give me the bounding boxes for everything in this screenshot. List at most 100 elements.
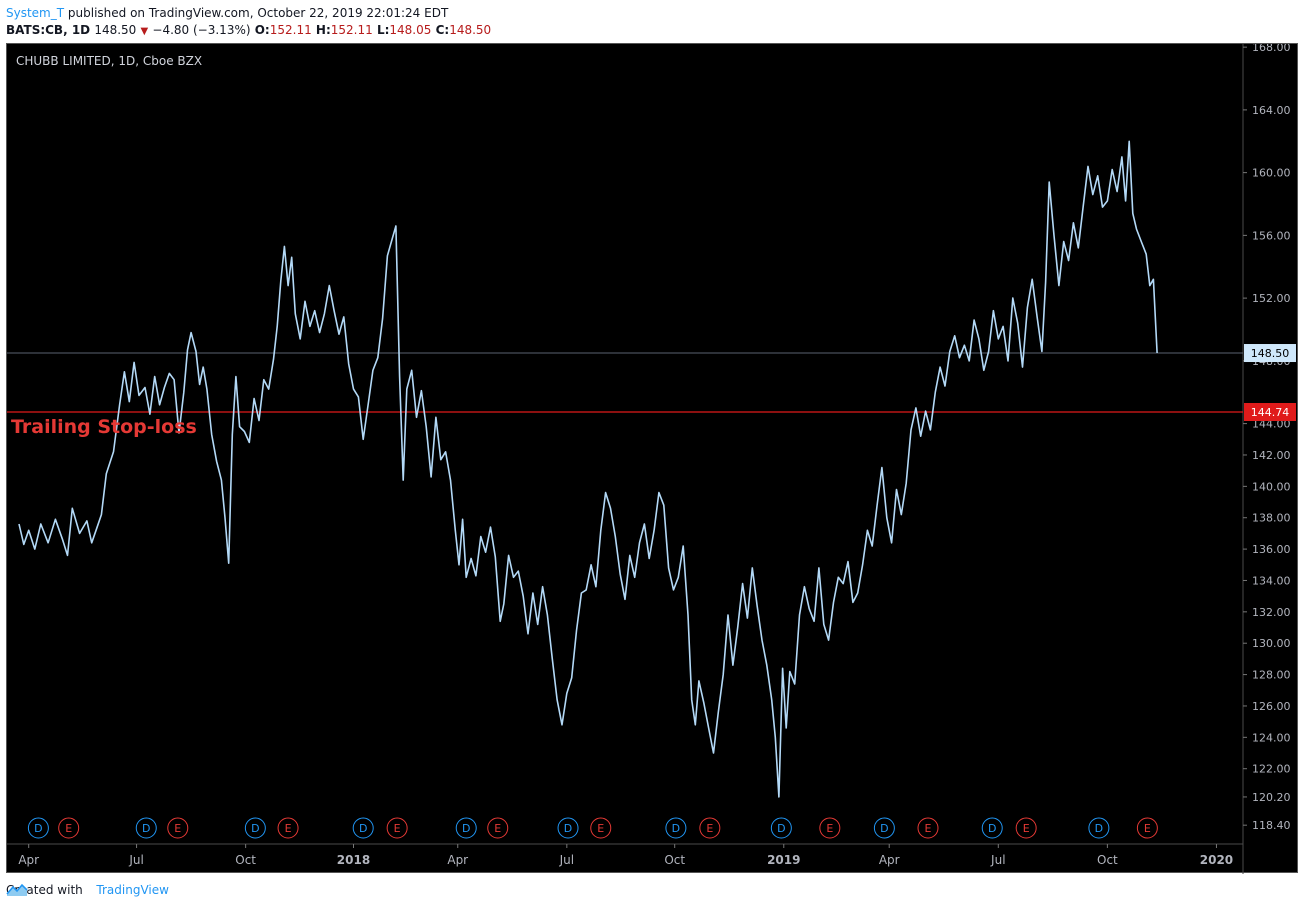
close-value: 148.50: [449, 23, 492, 37]
y-tick-label: 164.00: [1252, 104, 1291, 117]
publish-info: published on TradingView.com, October 22…: [67, 6, 449, 20]
dividend-marker: [244, 817, 266, 839]
earnings-marker: [167, 817, 189, 839]
x-tick-label: 2019: [767, 853, 800, 867]
symbol-label: BATS:CB, 1D: [6, 23, 91, 37]
y-tick-label: 120.20: [1252, 791, 1291, 804]
y-tick-label: 130.00: [1252, 637, 1291, 650]
earnings-marker-label: E: [394, 822, 401, 835]
dividend-marker: [27, 817, 49, 839]
x-tick-label: Oct: [1097, 853, 1118, 867]
x-tick-label: Oct: [664, 853, 685, 867]
chart-panel[interactable]: CHUBB LIMITED, 1D, Cboe BZX 118.40 120.20 1…: [6, 43, 1299, 874]
y-tick-label: 136.00: [1252, 543, 1291, 556]
publish-line: System_T published on TradingView.com, O…: [6, 5, 491, 22]
close-label: C:: [435, 23, 450, 37]
y-tick-label: 140.00: [1252, 480, 1291, 493]
y-tick-label: 128.00: [1252, 669, 1291, 682]
earnings-marker: [917, 817, 939, 839]
y-tick-label: 168.00: [1252, 44, 1291, 54]
earnings-marker: [819, 817, 841, 839]
chart-title: CHUBB LIMITED, 1D, Cboe BZX: [16, 54, 202, 68]
earnings-marker-label: E: [65, 822, 72, 835]
dividend-marker: [352, 817, 374, 839]
earnings-marker: [1136, 817, 1158, 839]
dividend-marker-label: D: [34, 822, 42, 835]
earnings-marker: [58, 817, 80, 839]
y-tick-label: 132.00: [1252, 606, 1291, 619]
earnings-marker-label: E: [826, 822, 833, 835]
dividend-marker: [873, 817, 895, 839]
open-label: O:: [254, 23, 270, 37]
earnings-marker: [277, 817, 299, 839]
dividend-marker-label: D: [672, 822, 680, 835]
dividend-marker: [135, 817, 157, 839]
earnings-marker-label: E: [494, 822, 501, 835]
ohlc-line: BATS:CB, 1D 148.50 ▼ −4.80 (−3.13%) O:15…: [6, 22, 491, 40]
dividend-marker-label: D: [777, 822, 785, 835]
price-series-line: [18, 140, 1158, 798]
dividend-marker-label: D: [564, 822, 572, 835]
price-chart[interactable]: CHUBB LIMITED, 1D, Cboe BZX 118.40 120.20 1…: [7, 44, 1299, 874]
last-price: 148.50: [94, 23, 137, 37]
earnings-marker: [386, 817, 408, 839]
down-arrow-icon: ▼: [140, 26, 149, 37]
earnings-marker-label: E: [174, 822, 181, 835]
dividend-marker-label: D: [1095, 822, 1103, 835]
stop-loss-badge: [1244, 403, 1296, 421]
low-value: 148.05: [389, 23, 432, 37]
footer: Created with TradingView: [6, 883, 169, 897]
dividend-marker: [557, 817, 579, 839]
y-tick-label: 152.00: [1252, 292, 1291, 305]
x-tick-label: Jul: [559, 853, 574, 867]
earnings-marker-label: E: [1144, 822, 1151, 835]
x-tick-label: Jul: [990, 853, 1005, 867]
y-tick-label: 118.40: [1252, 819, 1291, 832]
x-tick-label: 2018: [337, 853, 370, 867]
tradingview-link[interactable]: TradingView: [96, 883, 169, 897]
author-link[interactable]: System_T: [6, 6, 65, 20]
earnings-marker-label: E: [706, 822, 713, 835]
price-change: −4.80 (−3.13%): [152, 23, 251, 37]
high-label: H:: [315, 23, 331, 37]
y-tick-label: 134.00: [1252, 574, 1291, 587]
dividend-marker: [665, 817, 687, 839]
last-price-label: 148.50: [1251, 347, 1290, 360]
last-price-badge: [1244, 344, 1296, 363]
dividend-marker: [981, 817, 1003, 839]
earnings-marker: [1015, 817, 1037, 839]
earnings-marker: [487, 817, 509, 839]
x-tick-label: 2020: [1200, 853, 1233, 867]
x-tick-label: Apr: [18, 853, 39, 867]
y-tick-label: 142.00: [1252, 449, 1291, 462]
high-value: 152.11: [330, 23, 373, 37]
x-tick-label: Apr: [447, 853, 468, 867]
low-label: L:: [376, 23, 390, 37]
y-tick-label: 160.00: [1252, 167, 1291, 180]
dividend-marker-label: D: [988, 822, 996, 835]
y-tick-label: 122.00: [1252, 763, 1291, 776]
dividend-marker-label: D: [251, 822, 259, 835]
dividend-marker-label: D: [359, 822, 367, 835]
stop-loss-annotation: Trailing Stop-loss: [11, 416, 197, 438]
dividend-marker-label: D: [880, 822, 888, 835]
x-tick-label: Oct: [235, 853, 256, 867]
y-tick-label: 124.00: [1252, 731, 1291, 744]
earnings-marker-label: E: [925, 822, 932, 835]
stop-loss-label: 144.74: [1251, 406, 1290, 419]
y-tick-label: 138.00: [1252, 512, 1291, 525]
open-value: 152.11: [269, 23, 312, 37]
y-tick-label: 126.00: [1252, 700, 1291, 713]
dividend-marker-label: D: [462, 822, 470, 835]
publish-header: System_T published on TradingView.com, O…: [6, 5, 491, 40]
earnings-marker-label: E: [1023, 822, 1030, 835]
dividend-marker-label: D: [142, 822, 150, 835]
earnings-marker: [590, 817, 612, 839]
earnings-marker: [699, 817, 721, 839]
y-tick-label: 156.00: [1252, 229, 1291, 242]
dividend-marker: [455, 817, 477, 839]
earnings-marker-label: E: [285, 822, 292, 835]
x-tick-label: Apr: [879, 853, 900, 867]
earnings-marker-label: E: [597, 822, 604, 835]
dividend-marker: [770, 817, 792, 839]
